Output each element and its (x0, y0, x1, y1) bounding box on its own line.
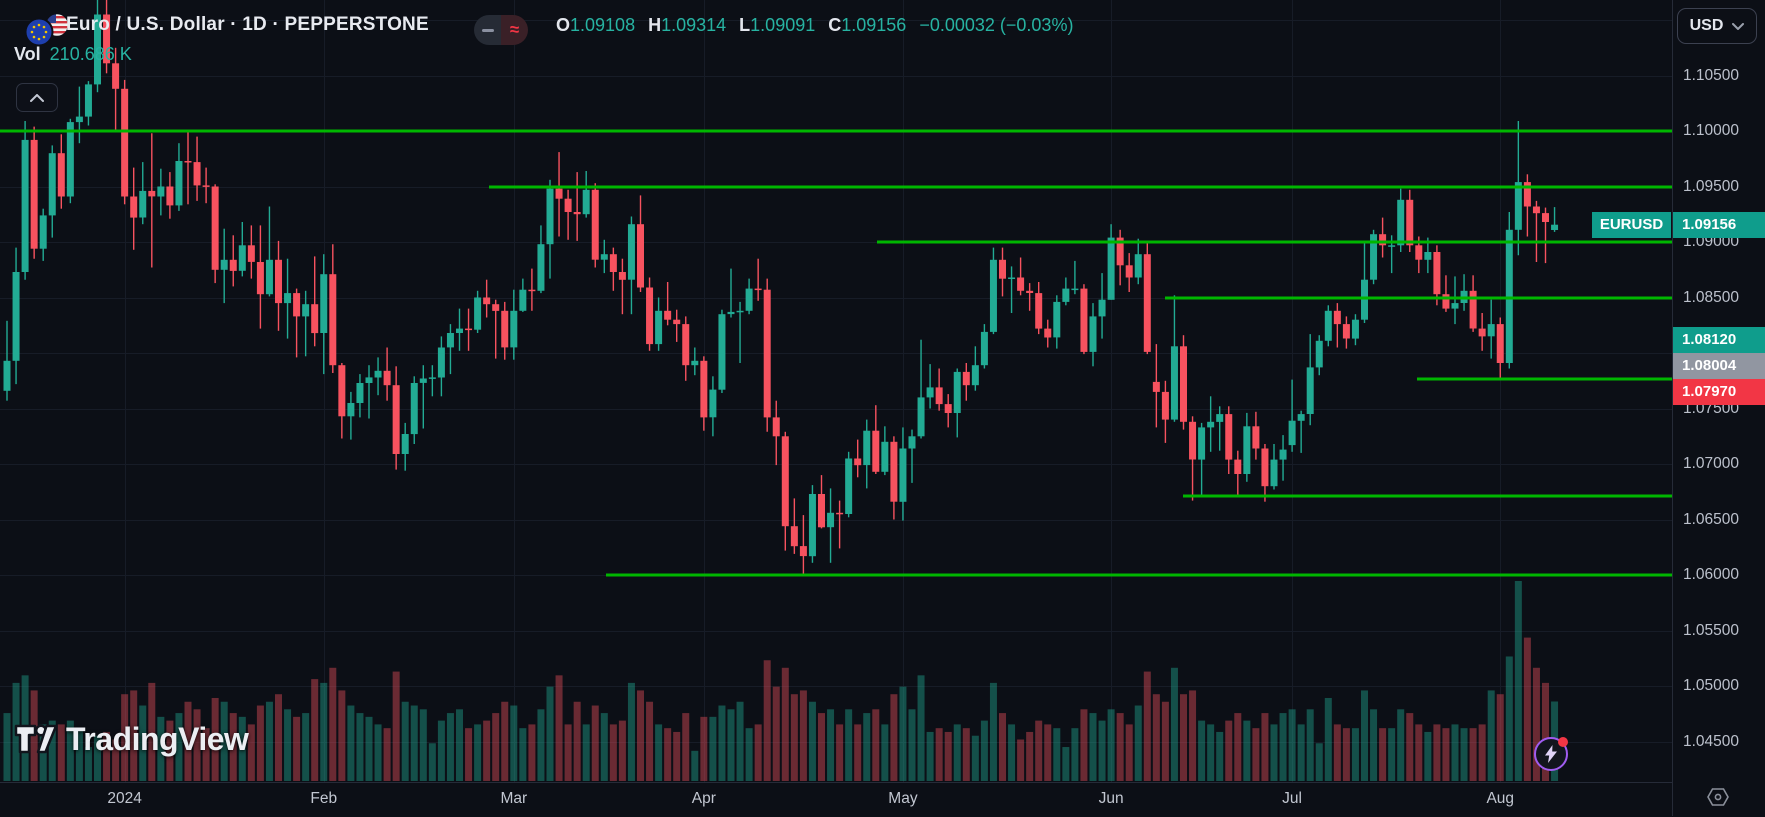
price-axis-label: 1.05000 (1683, 677, 1740, 694)
flash-alert-button[interactable] (1534, 737, 1568, 771)
legend-status-icons[interactable]: ≈ (474, 15, 528, 45)
time-axis-label-May: May (888, 790, 918, 807)
current-price-symbol-tag: EURUSD (1592, 211, 1671, 238)
tradingview-logo-icon (14, 724, 58, 754)
price-level-badge-gray: 1.08004 (1673, 352, 1765, 379)
current-price-badge: 1.09156 (1673, 211, 1765, 238)
hidden-indicator-icon[interactable] (474, 15, 501, 45)
lightning-bolt-icon (1545, 745, 1557, 763)
time-axis-label-Aug: Aug (1486, 790, 1515, 807)
price-axis-label: 1.10000 (1683, 122, 1740, 139)
price-axis-label: 1.05500 (1683, 621, 1740, 639)
grid-lines (0, 0, 1672, 782)
currency-selector-button[interactable]: USD (1677, 8, 1757, 44)
price-axis[interactable]: 1.105001.100001.095001.090001.085001.080… (1672, 0, 1765, 816)
tradingview-watermark[interactable]: TradingView (14, 718, 249, 760)
time-axis-label-Apr: Apr (691, 790, 716, 807)
time-axis-label-Mar: Mar (500, 790, 528, 807)
scale-settings-icon[interactable] (1706, 787, 1730, 812)
delayed-data-icon[interactable]: ≈ (501, 15, 528, 45)
time-axis-label-Jun: Jun (1098, 790, 1124, 807)
collapse-panel-button[interactable] (16, 83, 58, 112)
price-axis-label: 1.06500 (1683, 510, 1740, 528)
time-axis-label-Feb: Feb (310, 790, 338, 807)
currency-selector-label: USD (1689, 17, 1724, 34)
notification-dot (1558, 737, 1568, 747)
time-axis[interactable]: 2024 Feb Mar Apr May Jun Jul Aug (0, 782, 1672, 817)
price-level-badge-red: 1.07970 (1673, 378, 1765, 405)
time-axis-label-2024: 2024 (107, 790, 142, 807)
chevron-down-icon (1732, 22, 1745, 30)
price-chart-pane[interactable] (0, 0, 1672, 782)
drawn-horizontal-lines[interactable] (0, 129, 1672, 577)
watermark-brand-text: TradingView (66, 720, 249, 757)
price-axis-label: 1.10500 (1683, 66, 1740, 84)
price-axis-label: 1.06000 (1683, 566, 1740, 583)
symbol-title[interactable]: Euro / U.S. Dollar · 1D · PEPPERSTONE (66, 14, 429, 35)
price-level-badge-teal: 1.08120 (1673, 326, 1765, 353)
chevron-up-icon (30, 93, 44, 102)
price-axis-label: 1.07000 (1683, 455, 1740, 472)
price-axis-label: 1.09500 (1683, 177, 1740, 195)
candlestick-series (3, 0, 1559, 574)
time-axis-label-Jul: Jul (1282, 790, 1303, 807)
price-axis-label: 1.04500 (1683, 732, 1740, 750)
price-axis-label: 1.08500 (1683, 288, 1740, 306)
